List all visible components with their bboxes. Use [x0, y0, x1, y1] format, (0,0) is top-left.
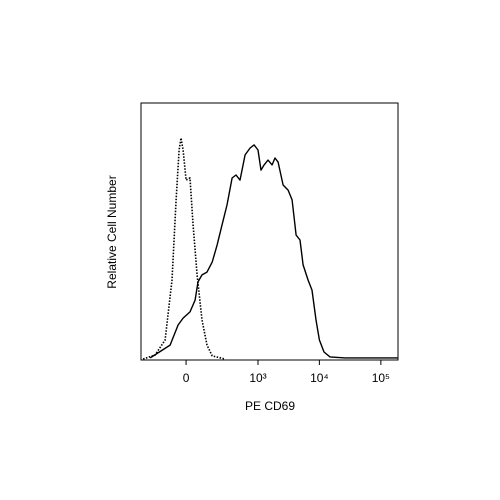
x-tick-label: 10³ — [249, 371, 266, 385]
plot-frame — [140, 102, 399, 361]
series-line — [142, 137, 226, 360]
y-axis-label: Relative Cell Number — [105, 175, 119, 288]
x-axis-label: PE CD69 — [245, 399, 295, 413]
x-tick-label: 10⁵ — [372, 371, 390, 385]
x-tick-label: 10⁴ — [310, 371, 329, 385]
x-tick-label: 0 — [183, 371, 190, 385]
series-line — [149, 144, 398, 359]
